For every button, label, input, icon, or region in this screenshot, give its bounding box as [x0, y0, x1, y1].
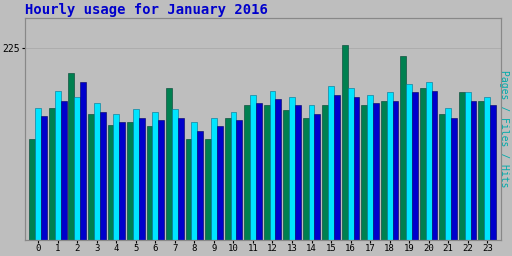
Y-axis label: Pages / Files / Hits: Pages / Files / Hits: [499, 70, 509, 188]
Bar: [451, 118, 457, 240]
Bar: [172, 109, 178, 240]
Text: Hourly usage for January 2016: Hourly usage for January 2016: [25, 3, 267, 17]
Bar: [139, 118, 144, 240]
Bar: [373, 103, 379, 240]
Bar: [237, 121, 242, 240]
Bar: [41, 116, 47, 240]
Bar: [74, 97, 80, 240]
Bar: [465, 92, 471, 240]
Bar: [328, 86, 334, 240]
Bar: [426, 82, 432, 240]
Bar: [127, 122, 133, 240]
Bar: [478, 101, 484, 240]
Bar: [303, 118, 309, 240]
Bar: [490, 105, 496, 240]
Bar: [432, 91, 437, 240]
Bar: [230, 112, 237, 240]
Bar: [35, 108, 41, 240]
Bar: [108, 125, 113, 240]
Bar: [158, 121, 164, 240]
Bar: [348, 88, 353, 240]
Bar: [49, 108, 55, 240]
Bar: [244, 105, 250, 240]
Bar: [250, 95, 256, 240]
Bar: [283, 110, 289, 240]
Bar: [197, 131, 203, 240]
Bar: [342, 45, 348, 240]
Bar: [100, 112, 105, 240]
Bar: [393, 101, 398, 240]
Bar: [484, 97, 490, 240]
Bar: [412, 92, 418, 240]
Bar: [471, 101, 477, 240]
Bar: [205, 139, 211, 240]
Bar: [295, 105, 301, 240]
Bar: [146, 126, 153, 240]
Bar: [69, 73, 74, 240]
Bar: [367, 95, 373, 240]
Bar: [88, 114, 94, 240]
Bar: [400, 56, 406, 240]
Bar: [256, 103, 262, 240]
Bar: [119, 122, 125, 240]
Bar: [186, 139, 191, 240]
Bar: [353, 97, 359, 240]
Bar: [61, 101, 67, 240]
Bar: [113, 114, 119, 240]
Bar: [80, 82, 86, 240]
Bar: [178, 118, 184, 240]
Bar: [269, 91, 275, 240]
Bar: [459, 92, 465, 240]
Bar: [133, 109, 139, 240]
Bar: [445, 108, 451, 240]
Bar: [322, 105, 328, 240]
Bar: [334, 95, 340, 240]
Bar: [55, 91, 61, 240]
Bar: [225, 118, 230, 240]
Bar: [381, 101, 387, 240]
Bar: [406, 84, 412, 240]
Bar: [309, 105, 314, 240]
Bar: [153, 112, 158, 240]
Bar: [314, 114, 321, 240]
Bar: [289, 97, 295, 240]
Bar: [30, 139, 35, 240]
Bar: [439, 114, 445, 240]
Bar: [264, 105, 269, 240]
Bar: [211, 118, 217, 240]
Bar: [166, 88, 172, 240]
Bar: [217, 126, 223, 240]
Bar: [420, 88, 426, 240]
Bar: [387, 92, 393, 240]
Bar: [275, 99, 281, 240]
Bar: [191, 122, 197, 240]
Bar: [361, 105, 367, 240]
Bar: [94, 103, 100, 240]
